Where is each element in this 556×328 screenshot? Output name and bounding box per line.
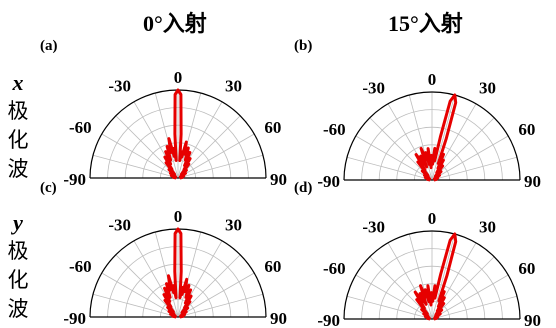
grid-spoke: [154, 92, 179, 179]
grid-spoke: [431, 117, 495, 181]
grid-spoke: [177, 231, 202, 318]
row-variable-y: y: [13, 210, 23, 235]
grid-spoke: [408, 233, 433, 320]
grid-spoke: [177, 133, 255, 179]
grid-spoke: [177, 92, 202, 179]
angle-label: 30: [225, 216, 242, 235]
grid-spoke: [431, 94, 456, 181]
radiation-pattern-series: [414, 93, 458, 182]
angle-label: 0: [428, 209, 437, 228]
grid-spoke: [408, 94, 433, 181]
grid-spoke: [431, 233, 456, 320]
angle-label: -60: [69, 257, 92, 276]
angle-label: 90: [270, 170, 287, 189]
angle-label: -90: [317, 311, 340, 328]
angle-label: 0: [174, 68, 183, 87]
angle-label: 60: [264, 118, 281, 137]
grid-spoke: [92, 293, 179, 318]
grid-spoke: [101, 133, 179, 179]
angle-label: -60: [69, 118, 92, 137]
grid-spoke: [431, 274, 509, 320]
angle-label: 90: [524, 311, 541, 328]
angle-label: -30: [108, 216, 131, 235]
grid-spoke: [115, 115, 179, 179]
angle-label: 60: [264, 257, 281, 276]
angle-label: 30: [479, 79, 496, 98]
polar-panel-a: -90 -60 -30 0 30 60 90 (a): [40, 38, 287, 189]
row-label-x-polarization: x 极 化 波: [3, 68, 33, 184]
grid-spoke: [177, 154, 264, 179]
grid-spoke: [177, 272, 255, 318]
angle-label: -90: [317, 172, 340, 191]
grid-spoke: [346, 156, 433, 181]
panel-label: (a): [40, 38, 58, 54]
angle-label: 30: [479, 218, 496, 237]
row-text-char-2: 化: [7, 128, 29, 152]
angle-label: 30: [225, 77, 242, 96]
radiation-pattern-series: [413, 232, 458, 321]
grid-spoke: [92, 154, 179, 179]
grid-spoke: [369, 117, 433, 181]
angle-label: -90: [63, 309, 86, 328]
polar-panel-d: -90 -60 -30 0 30 60 90 (d): [294, 180, 541, 328]
angle-label: 60: [518, 120, 535, 139]
grid-spoke: [177, 293, 264, 318]
angle-label: 90: [524, 172, 541, 191]
grid-spoke: [355, 274, 433, 320]
grid-spoke: [346, 295, 433, 320]
grid-spoke: [101, 272, 179, 318]
polar-panel-b: -90 -60 -30 0 30 60 90 (b): [294, 38, 541, 191]
row-text-char-1: 极: [7, 99, 29, 123]
grid-spoke: [154, 231, 179, 318]
angle-label: 0: [428, 70, 437, 89]
grid-spoke: [177, 254, 241, 318]
row-text-char-2: 化: [7, 268, 29, 292]
panel-label: (b): [294, 38, 312, 54]
angle-label: -30: [362, 79, 385, 98]
angle-label: -30: [108, 77, 131, 96]
column-title-0deg: 0°入射: [143, 11, 207, 36]
column-title-15deg: 15°入射: [388, 11, 463, 36]
angle-label: 90: [270, 309, 287, 328]
row-label-y-polarization: y 极 化 波: [3, 208, 33, 324]
grid-spoke: [431, 295, 518, 320]
radiation-pattern-series: [162, 227, 193, 319]
radiation-pattern-series: [163, 88, 192, 180]
row-variable-x: x: [12, 70, 24, 95]
panel-label: (d): [294, 180, 312, 196]
grid-spoke: [177, 115, 241, 179]
outer-arc: [343, 91, 521, 181]
row-text-char-3: 波: [7, 297, 29, 321]
grid-spoke: [431, 135, 509, 181]
grid-spoke: [355, 135, 433, 181]
grid-spoke: [431, 156, 518, 181]
angle-label: 60: [518, 259, 535, 278]
angle-label: -90: [63, 170, 86, 189]
polar-panel-c: -90 -60 -30 0 30 60 90 (c): [40, 180, 287, 328]
angle-label: -60: [323, 259, 346, 278]
panel-label: (c): [40, 180, 57, 196]
grid-spoke: [431, 256, 495, 320]
outer-arc: [343, 230, 521, 320]
row-text-char-1: 极: [7, 239, 29, 263]
angle-label: 0: [174, 207, 183, 226]
angle-label: -60: [323, 120, 346, 139]
row-text-char-3: 波: [7, 157, 29, 181]
angle-label: -30: [362, 218, 385, 237]
